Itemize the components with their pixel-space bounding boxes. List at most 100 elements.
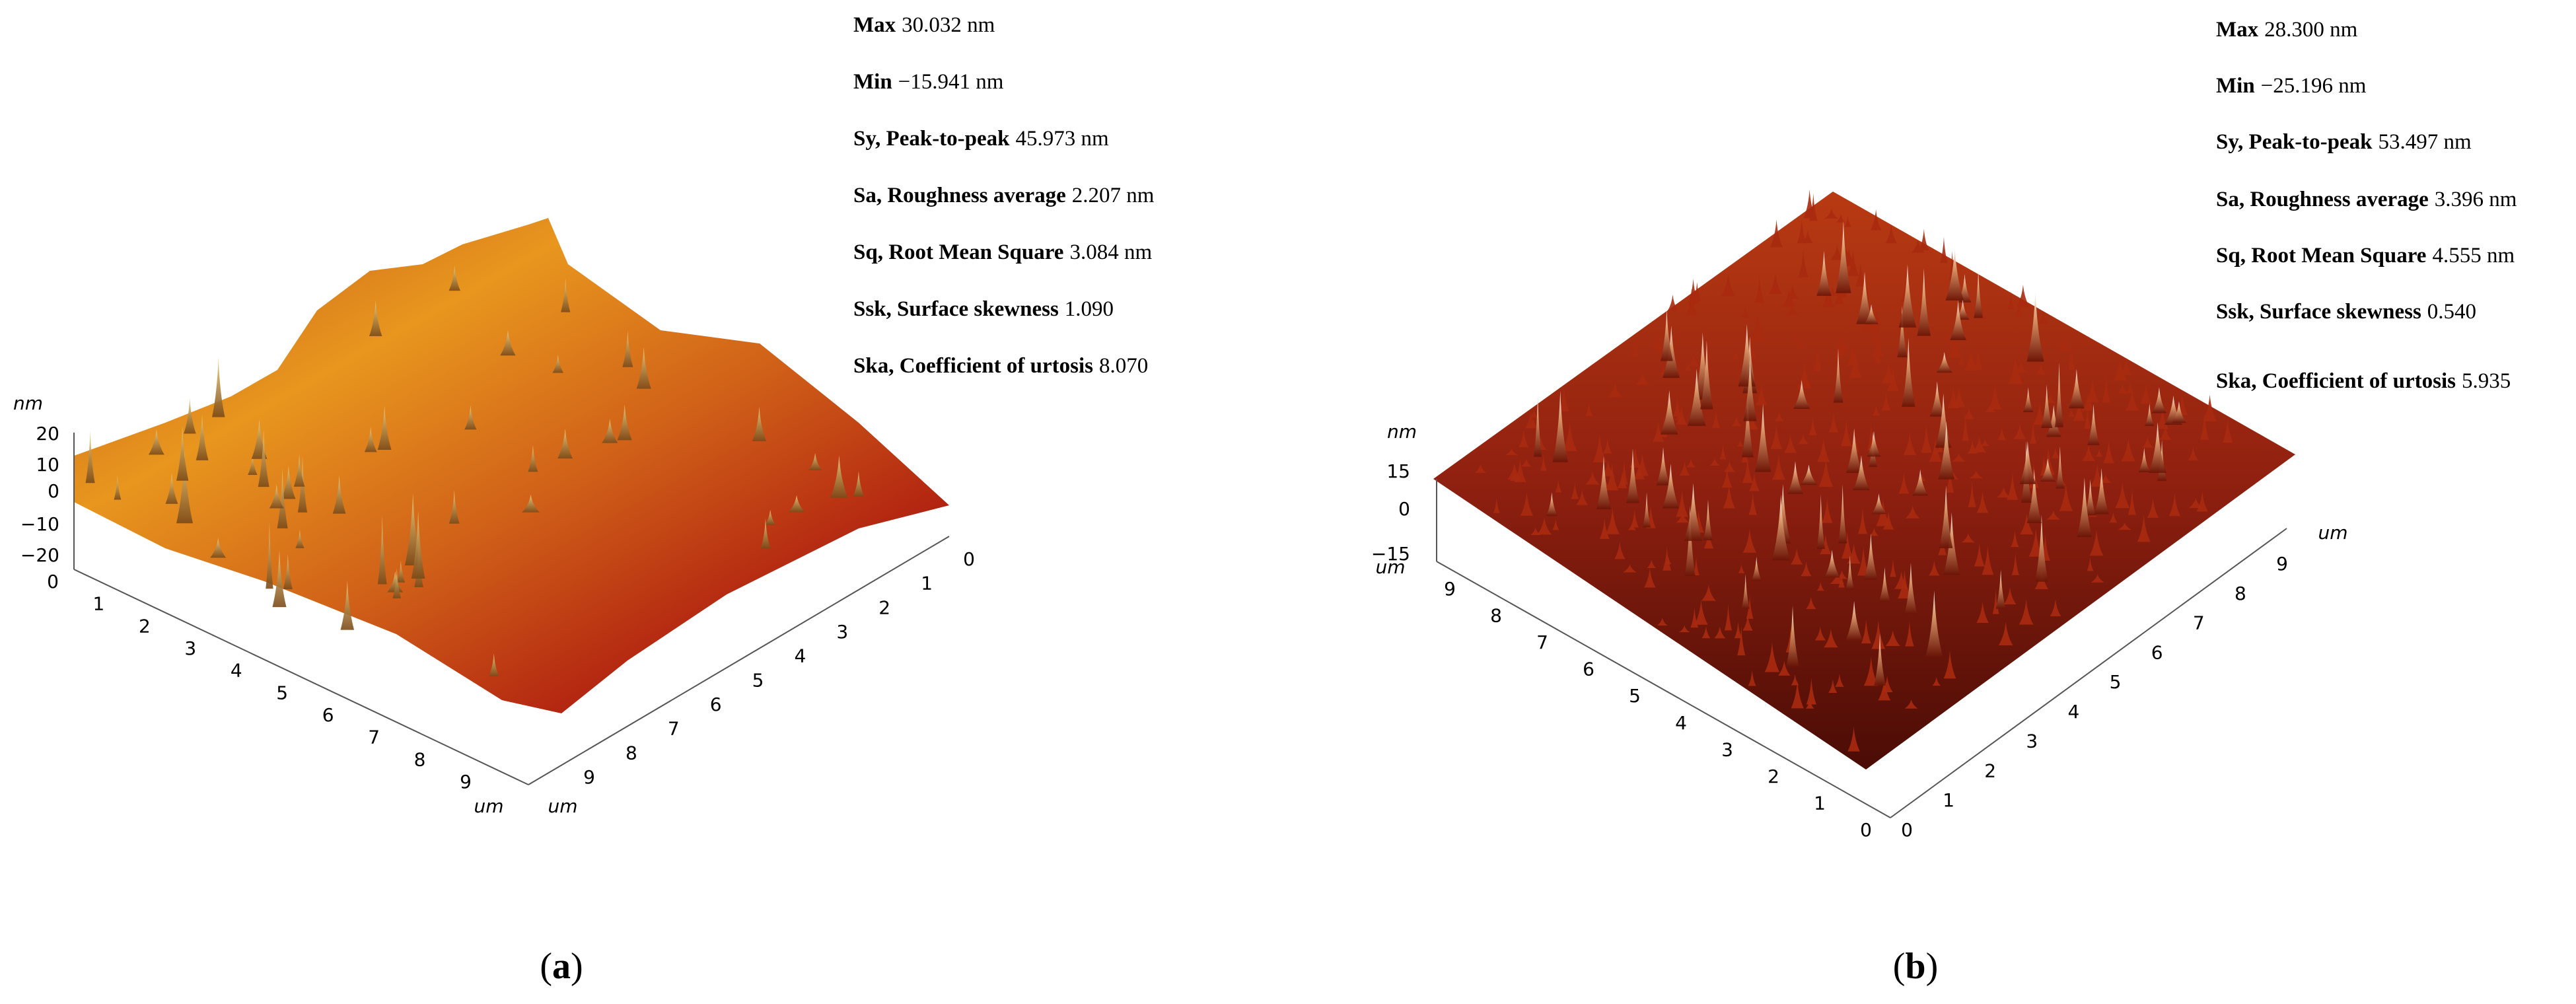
surface-peak — [2050, 599, 2061, 616]
surface-peak — [1968, 481, 1976, 507]
z-tick-label: 0 — [48, 480, 59, 502]
left-tick-label: 7 — [368, 727, 380, 748]
surface-peak — [1947, 386, 1960, 408]
surface-peak — [1633, 464, 1645, 480]
surface-peak — [1998, 622, 2013, 646]
surface-peak — [1817, 437, 1830, 462]
surface-peak — [1630, 509, 1639, 528]
surface-peak — [1797, 361, 1812, 389]
surface-peak — [1687, 369, 1706, 426]
surface-peak — [1869, 528, 1878, 536]
surface-peak — [1782, 289, 1796, 307]
right-tick-label: 8 — [626, 742, 637, 764]
surface-peak — [1617, 471, 1628, 489]
surface-peak — [752, 406, 767, 441]
left-tick-label: 2 — [1768, 766, 1779, 787]
surface-peak — [2073, 398, 2085, 421]
right-tick-label: 0 — [1901, 819, 1913, 841]
surface-peak — [2068, 343, 2075, 371]
stat-label: Sa, Roughness average — [853, 184, 1066, 207]
right-tick-label: 8 — [2235, 583, 2246, 604]
surface-peak — [2121, 437, 2136, 462]
stat-value: −25.196 nm — [2261, 74, 2367, 98]
surface-peak — [2011, 552, 2019, 575]
surface-peak — [1905, 505, 1920, 519]
surface-peak — [396, 560, 406, 583]
surface-peak — [1647, 559, 1657, 569]
right-tick-label: 3 — [836, 621, 848, 643]
surface-peak — [1768, 271, 1782, 295]
surface-peak — [1847, 543, 1861, 564]
right-tick-label: 3 — [2026, 731, 2038, 752]
surface-peak — [1814, 626, 1826, 641]
surface-peak — [1657, 618, 1668, 626]
stat: Max 30.032 nm — [853, 13, 995, 37]
surface-peak — [1816, 581, 1824, 591]
surface-peak — [2034, 515, 2048, 582]
surface-peak — [1911, 240, 1925, 253]
surface-peak — [1771, 454, 1785, 480]
surface-peak — [2051, 447, 2060, 458]
surface-peak — [364, 427, 377, 452]
stat-label: Sa, Roughness average — [2216, 188, 2429, 211]
surface-peak — [2188, 446, 2198, 461]
surface-peak — [1684, 362, 1692, 371]
surface-peak — [1961, 533, 1975, 543]
surface-peak — [1856, 271, 1873, 324]
right-tick-label: 1 — [1943, 789, 1954, 811]
surface-peak — [2095, 449, 2103, 457]
surface-peak — [1662, 464, 1680, 509]
caption: (b) — [1893, 946, 1938, 987]
surface-peak — [1663, 326, 1680, 378]
surface-peak — [2125, 388, 2139, 411]
surface-peak — [1881, 362, 1896, 384]
surface-peak — [1754, 403, 1771, 472]
surface-peak — [1664, 556, 1672, 565]
right-tick-label: 2 — [878, 596, 890, 618]
surface-peak — [1786, 606, 1799, 666]
surface-peak — [1797, 219, 1807, 244]
surface-peak — [2109, 512, 2118, 523]
surface-peak — [1741, 574, 1750, 609]
surface-peak — [617, 404, 632, 441]
surface-peak — [1912, 469, 1929, 496]
surface-peak — [1897, 306, 1908, 358]
right-unit: um — [548, 795, 577, 817]
surface-peak — [448, 490, 460, 524]
stat-label: Sq, Root Mean Square — [2216, 244, 2426, 268]
surface-peak — [1711, 410, 1721, 428]
surface-peak — [1608, 382, 1622, 398]
surface-peak — [2118, 522, 2132, 530]
surface-peak — [1519, 429, 1528, 447]
left-tick-label: 7 — [1536, 631, 1548, 653]
surface-peak — [1871, 334, 1884, 357]
surface-peak — [1530, 527, 1541, 535]
left-tick-label: 5 — [1629, 685, 1641, 707]
surface-peak — [266, 521, 273, 589]
surface-peak — [1693, 557, 1699, 576]
surface-peak — [1976, 601, 1989, 623]
caption-part: ) — [1926, 946, 1939, 987]
surface-peak — [1846, 342, 1859, 366]
surface-peak — [210, 538, 227, 558]
surface-peak — [1686, 458, 1696, 468]
z-tick-label: −10 — [20, 513, 59, 535]
surface-peak — [1936, 351, 1952, 373]
surface-peak — [1676, 513, 1690, 523]
stat: Sy, Peak-to-peak 45.973 nm — [853, 127, 1109, 151]
surface-peak — [1925, 591, 1943, 657]
left-tick-label: 6 — [1583, 659, 1594, 680]
surface-peak — [1847, 726, 1860, 752]
surface-peak — [1940, 236, 1948, 264]
surface-peak — [1974, 269, 1983, 318]
surface-peak — [1602, 438, 1612, 454]
surface-peak — [1878, 567, 1890, 602]
stat-value: −15.941 nm — [898, 70, 1004, 94]
surface-peak — [1559, 386, 1569, 412]
surface-peak — [1643, 567, 1656, 588]
z-tick-label: 10 — [36, 454, 59, 476]
surface-peak — [85, 430, 95, 484]
surface-peak — [1841, 531, 1853, 559]
surface-peak — [1738, 324, 1756, 387]
surface-peak — [1974, 543, 1985, 567]
